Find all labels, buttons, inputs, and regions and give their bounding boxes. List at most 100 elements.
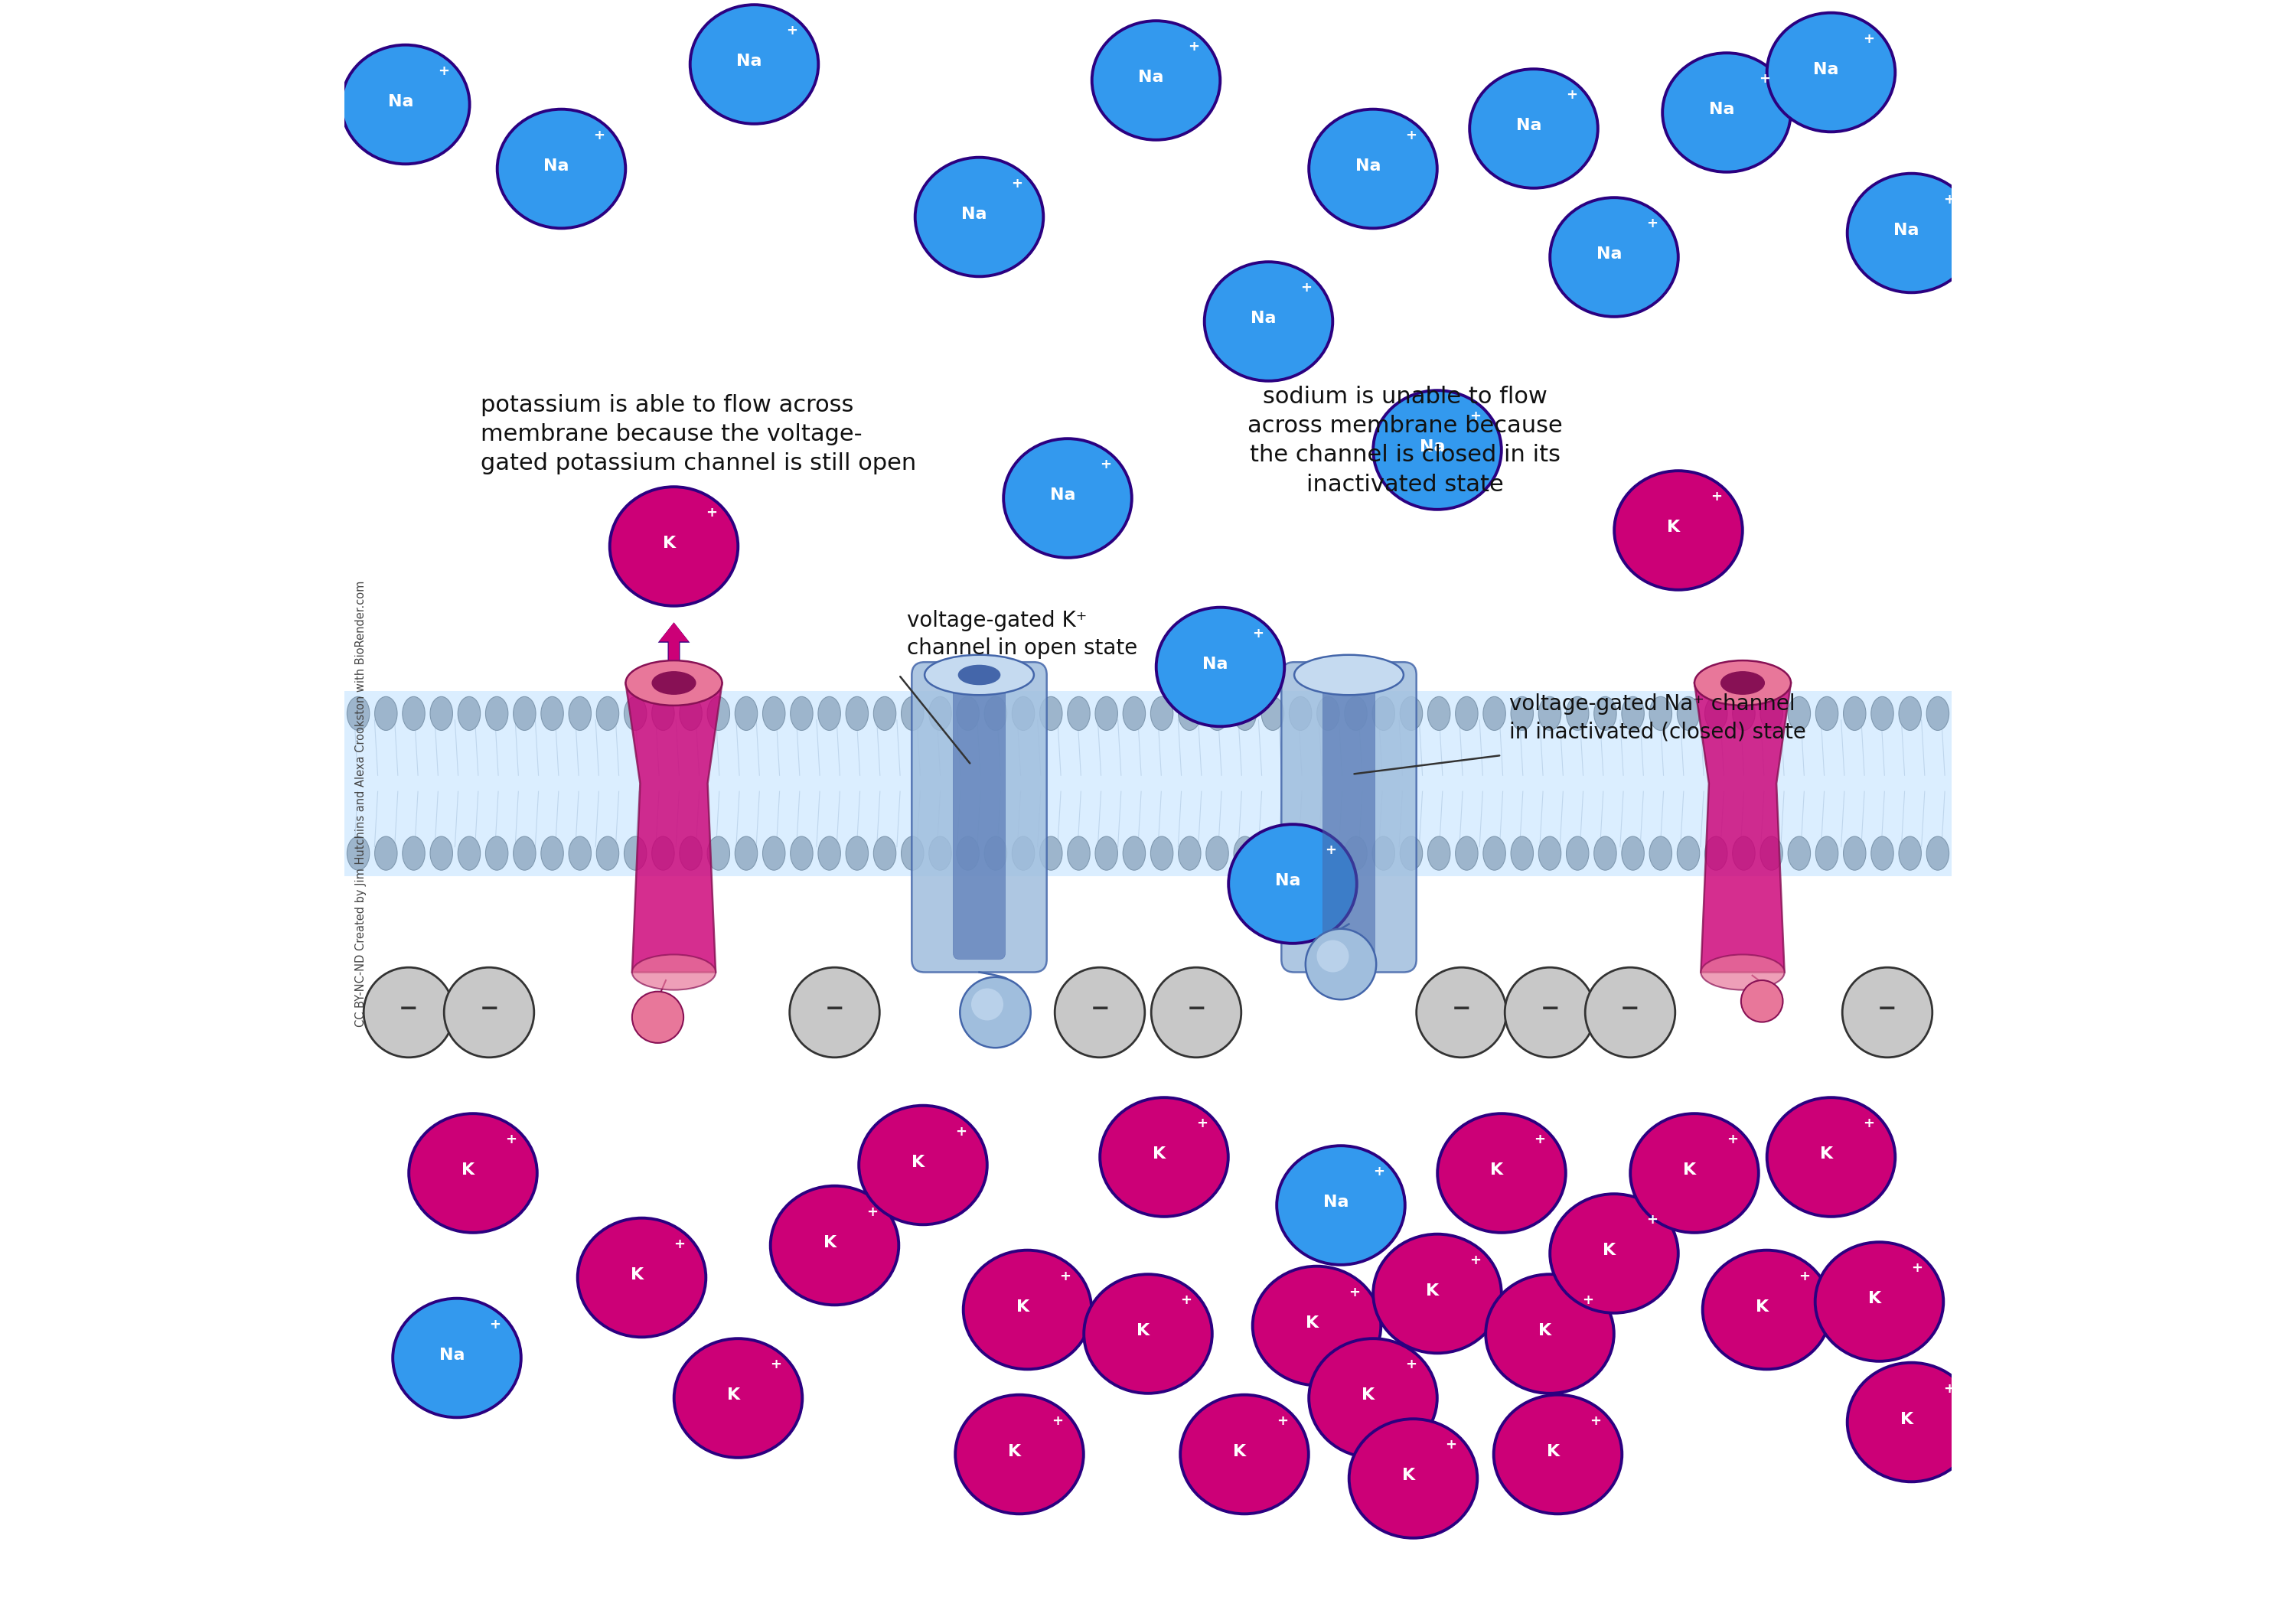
Text: +: + — [1534, 1133, 1545, 1146]
Text: K: K — [1426, 1282, 1440, 1298]
Ellipse shape — [569, 697, 590, 730]
Ellipse shape — [1233, 836, 1256, 869]
Text: +: + — [1405, 1358, 1417, 1371]
Text: +: + — [1187, 40, 1199, 53]
Ellipse shape — [1456, 697, 1479, 730]
Text: +: + — [1180, 1294, 1192, 1306]
Ellipse shape — [652, 836, 675, 869]
Ellipse shape — [484, 697, 507, 730]
Text: Na: Na — [388, 93, 413, 109]
Ellipse shape — [1844, 836, 1867, 869]
Text: K: K — [1137, 1323, 1150, 1339]
Ellipse shape — [1662, 53, 1791, 172]
Ellipse shape — [1456, 836, 1479, 869]
Text: +: + — [1444, 1438, 1456, 1451]
Ellipse shape — [1761, 697, 1782, 730]
Text: +: + — [1469, 1253, 1481, 1266]
Ellipse shape — [1789, 836, 1812, 869]
Text: K: K — [1403, 1467, 1414, 1483]
FancyArrowPatch shape — [659, 622, 689, 660]
Text: +: + — [1589, 1414, 1600, 1427]
Text: +: + — [439, 64, 450, 77]
Ellipse shape — [762, 697, 785, 730]
Text: K: K — [1667, 519, 1681, 535]
Text: Na: Na — [1515, 117, 1541, 133]
Circle shape — [1584, 967, 1676, 1057]
Ellipse shape — [1318, 836, 1339, 869]
Text: +: + — [1196, 1117, 1208, 1130]
Ellipse shape — [1593, 836, 1616, 869]
Circle shape — [443, 967, 535, 1057]
Ellipse shape — [1373, 836, 1394, 869]
Ellipse shape — [1483, 697, 1506, 730]
Text: −: − — [1621, 998, 1639, 1020]
Text: K: K — [1603, 1242, 1616, 1258]
Ellipse shape — [625, 660, 721, 705]
Text: K: K — [1362, 1387, 1375, 1403]
Ellipse shape — [1469, 69, 1598, 188]
Ellipse shape — [1350, 1419, 1476, 1538]
Ellipse shape — [1538, 836, 1561, 869]
Text: Na: Na — [1049, 487, 1075, 503]
Ellipse shape — [1309, 1339, 1437, 1458]
Ellipse shape — [1401, 836, 1424, 869]
Ellipse shape — [457, 697, 480, 730]
Polygon shape — [625, 683, 721, 972]
Ellipse shape — [691, 5, 817, 124]
Ellipse shape — [1040, 836, 1063, 869]
Ellipse shape — [1848, 1363, 1975, 1482]
Ellipse shape — [955, 1395, 1084, 1514]
Text: Na: Na — [1274, 873, 1300, 889]
Text: −: − — [1541, 998, 1559, 1020]
Text: Na: Na — [962, 206, 987, 222]
Ellipse shape — [1068, 836, 1091, 869]
Text: +: + — [1469, 410, 1481, 423]
Ellipse shape — [1733, 697, 1754, 730]
Text: Na: Na — [737, 53, 762, 69]
Circle shape — [1841, 967, 1933, 1057]
Circle shape — [1504, 967, 1596, 1057]
Ellipse shape — [1621, 836, 1644, 869]
FancyBboxPatch shape — [1322, 681, 1375, 959]
Ellipse shape — [1205, 697, 1228, 730]
Ellipse shape — [393, 1298, 521, 1417]
Ellipse shape — [1373, 697, 1394, 730]
Text: +: + — [1373, 1165, 1384, 1178]
Ellipse shape — [964, 1250, 1091, 1369]
Text: K: K — [824, 1234, 836, 1250]
Ellipse shape — [1084, 1274, 1212, 1393]
Ellipse shape — [930, 836, 951, 869]
Text: Na: Na — [1708, 101, 1733, 117]
Ellipse shape — [625, 697, 647, 730]
Bar — [344, 691, 1952, 876]
Text: −: − — [400, 998, 418, 1020]
Ellipse shape — [597, 836, 620, 869]
Text: +: + — [673, 1237, 684, 1250]
Text: −: − — [1091, 998, 1109, 1020]
Circle shape — [1318, 940, 1350, 972]
Ellipse shape — [1401, 697, 1424, 730]
Text: +: + — [1798, 1270, 1809, 1282]
Ellipse shape — [675, 1339, 801, 1458]
Text: +: + — [1348, 1286, 1359, 1298]
Text: K: K — [728, 1387, 739, 1403]
Text: K: K — [1233, 1443, 1247, 1459]
Ellipse shape — [1614, 471, 1743, 590]
Text: +: + — [592, 129, 604, 141]
Ellipse shape — [790, 697, 813, 730]
Text: +: + — [1277, 1414, 1288, 1427]
Ellipse shape — [611, 487, 737, 606]
Text: +: + — [1100, 458, 1111, 471]
Text: +: + — [1727, 1133, 1738, 1146]
Ellipse shape — [409, 1114, 537, 1233]
Ellipse shape — [1630, 1114, 1759, 1233]
Circle shape — [1740, 980, 1784, 1022]
Ellipse shape — [652, 672, 696, 694]
Circle shape — [790, 967, 879, 1057]
Ellipse shape — [1550, 1194, 1678, 1313]
Ellipse shape — [916, 157, 1042, 276]
Ellipse shape — [402, 697, 425, 730]
Ellipse shape — [347, 697, 370, 730]
Ellipse shape — [652, 697, 675, 730]
Text: K: K — [461, 1162, 475, 1178]
